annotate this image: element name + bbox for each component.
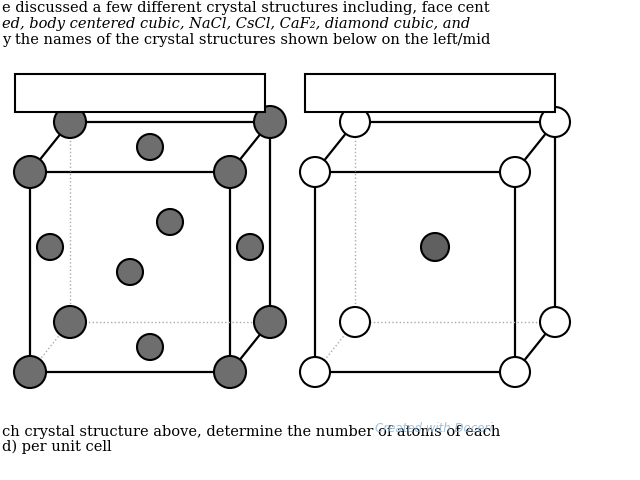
Circle shape <box>37 234 63 260</box>
Circle shape <box>237 234 263 260</box>
Circle shape <box>214 356 246 388</box>
Circle shape <box>500 357 530 387</box>
Circle shape <box>300 157 330 187</box>
Bar <box>305 74 555 112</box>
Circle shape <box>540 107 570 137</box>
Text: Created with Doceri: Created with Doceri <box>375 422 493 435</box>
Circle shape <box>340 307 370 337</box>
Circle shape <box>137 134 163 160</box>
Circle shape <box>157 209 183 235</box>
Circle shape <box>254 106 286 138</box>
Circle shape <box>137 334 163 360</box>
Circle shape <box>54 106 86 138</box>
Text: ed, body centered cubic, NaCl, CsCl, CaF₂, diamond cubic, and: ed, body centered cubic, NaCl, CsCl, CaF… <box>2 17 470 31</box>
Circle shape <box>54 306 86 338</box>
Text: d) per unit cell: d) per unit cell <box>2 440 111 455</box>
Circle shape <box>500 157 530 187</box>
Circle shape <box>14 156 46 188</box>
Circle shape <box>340 107 370 137</box>
Circle shape <box>421 233 449 261</box>
Circle shape <box>254 306 286 338</box>
Text: ch crystal structure above, determine the number of atoms of each: ch crystal structure above, determine th… <box>2 425 500 439</box>
Bar <box>15 74 265 112</box>
Text: y the names of the crystal structures shown below on the left/mid: y the names of the crystal structures sh… <box>2 33 490 47</box>
Circle shape <box>14 356 46 388</box>
Circle shape <box>214 156 246 188</box>
Circle shape <box>540 307 570 337</box>
Text: e discussed a few different crystal structures including, face cent: e discussed a few different crystal stru… <box>2 1 490 15</box>
Circle shape <box>300 357 330 387</box>
Circle shape <box>117 259 143 285</box>
